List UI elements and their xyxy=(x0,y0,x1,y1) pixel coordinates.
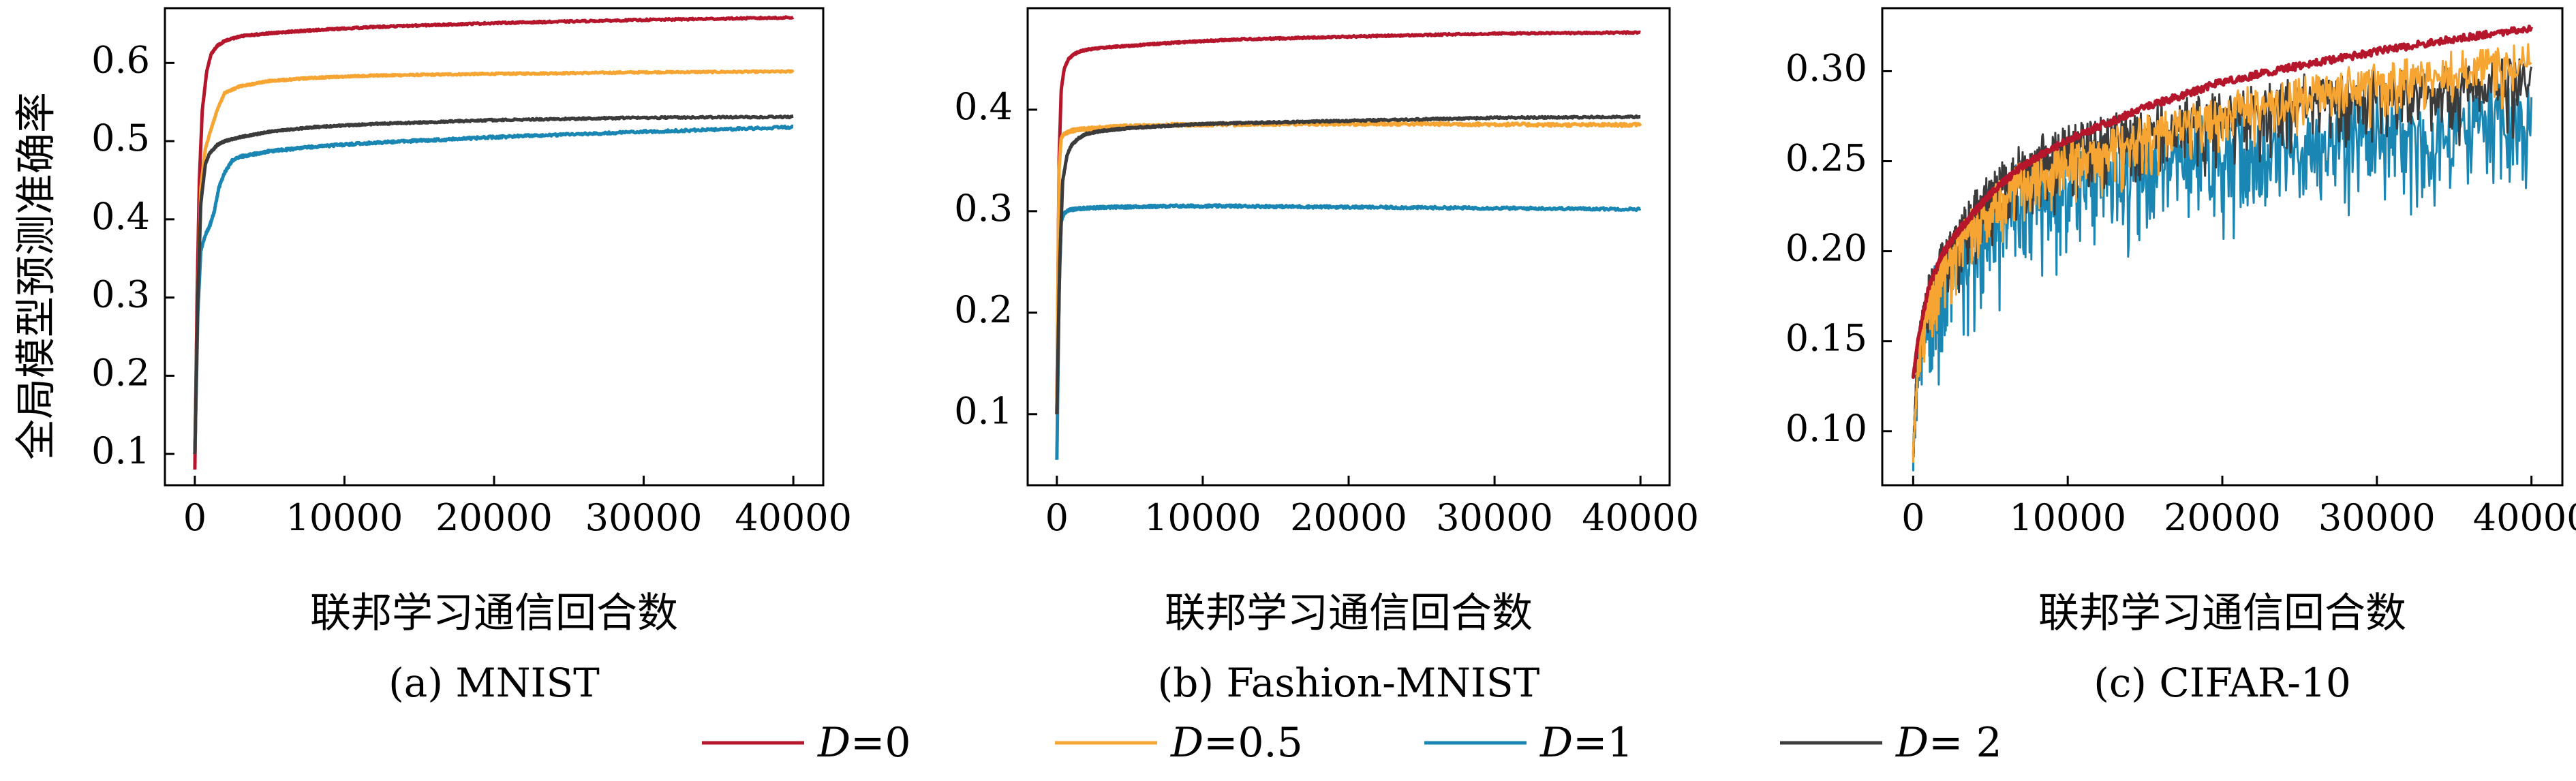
legend-label: D=1 xyxy=(1539,719,1634,767)
x-axis-label: 联邦学习通信回合数 xyxy=(2038,589,2406,637)
series-line-D1 xyxy=(1912,83,2533,472)
y-tick-label: 0.3 xyxy=(954,187,1013,230)
x-tick-label: 40000 xyxy=(1582,496,1699,539)
legend-item: D=0.5 xyxy=(1055,719,1303,767)
series-line-D0 xyxy=(1055,30,1642,415)
panel-1: 0 10000 20000 30000 40000 0.1 0.2 0.3 0.4 0.5 0.6 联… xyxy=(91,7,852,706)
legend: D=0 D=0.5 D=1 D= 2 xyxy=(702,719,2002,767)
y-tick-label: 0.15 xyxy=(1785,317,1867,360)
x-tick-label: 40000 xyxy=(2473,496,2576,539)
x-axis-label: 联邦学习通信回合数 xyxy=(1165,589,1533,637)
x-tick-label: 40000 xyxy=(735,496,852,539)
legend-label: D=0.5 xyxy=(1170,719,1303,767)
y-tick-label: 0.4 xyxy=(954,85,1013,128)
legend-label: D= 2 xyxy=(1895,719,2002,767)
x-tick-label: 30000 xyxy=(2318,496,2436,539)
series-line-D0 xyxy=(193,15,795,471)
x-tick-label: 0 xyxy=(183,496,206,539)
series-line-D2 xyxy=(193,114,794,455)
series-line-D0 xyxy=(1911,25,2533,380)
series-line-D05 xyxy=(1055,121,1642,415)
y-tick-label: 0.5 xyxy=(91,117,150,159)
x-tick-label: 10000 xyxy=(286,496,403,539)
series-line-D05 xyxy=(1912,43,2532,463)
y-tick-label: 0.2 xyxy=(954,288,1013,331)
panel-caption: (b) Fashion-MNIST xyxy=(1158,660,1540,706)
x-tick-label: 0 xyxy=(1045,496,1069,539)
y-tick-label: 0.25 xyxy=(1785,137,1867,180)
y-tick-label: 0.10 xyxy=(1785,407,1867,450)
x-tick-label: 30000 xyxy=(585,496,703,539)
series-line-D1 xyxy=(1055,203,1642,461)
y-tick-label: 0.2 xyxy=(91,351,150,394)
panel-caption: (c) CIFAR-10 xyxy=(2094,660,2351,706)
x-tick-label: 20000 xyxy=(435,496,553,539)
x-tick-label: 0 xyxy=(1901,496,1925,539)
plot-frame xyxy=(164,7,825,487)
y-tick-label: 0.6 xyxy=(91,38,150,81)
legend-label: D=0 xyxy=(817,719,911,767)
plot-frame xyxy=(1026,7,1671,487)
series-line-D2 xyxy=(1055,114,1642,416)
panel-3: 0 10000 20000 30000 40000 0.10 0.15 0.20 0.25 0.3… xyxy=(1785,7,2576,706)
series-line-D1 xyxy=(193,124,794,455)
series-group xyxy=(1055,30,1642,461)
panels: 0 10000 20000 30000 40000 0.1 0.2 0.3 0.4 0.5 0.6 联… xyxy=(91,7,2576,706)
y-tick-label: 0.1 xyxy=(91,429,150,472)
y-tick-label: 0.3 xyxy=(91,273,150,316)
y-tick-label: 0.4 xyxy=(91,195,150,238)
x-tick-label: 30000 xyxy=(1436,496,1553,539)
legend-item: D=0 xyxy=(702,719,911,767)
legend-item: D=1 xyxy=(1424,719,1634,767)
y-tick-label: 0.30 xyxy=(1785,46,1867,89)
x-axis-label: 联邦学习通信回合数 xyxy=(310,589,678,637)
y-tick-label: 0.20 xyxy=(1785,227,1867,270)
series-line-D05 xyxy=(193,69,795,455)
x-tick-label: 10000 xyxy=(1144,496,1261,539)
series-group xyxy=(1911,25,2533,472)
series-group xyxy=(193,15,795,471)
panel-caption: (a) MNIST xyxy=(388,660,600,706)
x-tick-label: 20000 xyxy=(1290,496,1407,539)
x-tick-label: 10000 xyxy=(2009,496,2126,539)
legend-item: D= 2 xyxy=(1780,719,2002,767)
x-tick-label: 20000 xyxy=(2164,496,2281,539)
y-axis-label: 全局模型预测准确率 xyxy=(13,92,61,460)
panel-2: 0 10000 20000 30000 40000 0.1 0.2 0.3 0.4 联邦学习通信回… xyxy=(954,7,1699,706)
y-tick-label: 0.1 xyxy=(954,390,1013,433)
